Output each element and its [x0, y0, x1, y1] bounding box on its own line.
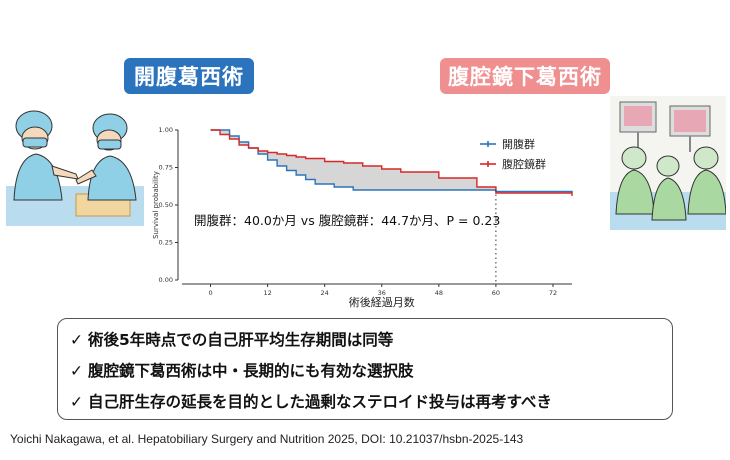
y-tick-label: 0.75: [159, 164, 173, 172]
y-tick-label: 0.00: [159, 276, 173, 284]
laparoscopic-surgery-label: 腹腔鏡下葛西術: [440, 58, 610, 94]
y-ticks-group: 0.00 0.25 0.50 0.75 1.00: [159, 126, 178, 284]
legend-label: 開腹群: [502, 137, 535, 151]
summary-item: ✓ 自己肝生存の延長を目的とした過剰なステロイド投与は再考すべき: [70, 387, 660, 418]
check-icon: ✓: [70, 331, 83, 349]
legend-label: 腹腔鏡群: [502, 157, 546, 171]
x-tick-label: 24: [321, 289, 329, 297]
x-tick-label: 48: [435, 289, 443, 297]
laparoscopic-surgery-illustration: [610, 96, 726, 230]
check-icon: ✓: [70, 393, 83, 411]
survival-curves-group: [210, 129, 573, 196]
y-tick-label: 0.25: [159, 239, 173, 247]
summary-item-text: 自己肝生存の延長を目的とした過剰なステロイド投与は再考すべき: [88, 393, 552, 411]
y-tick-label: 0.50: [159, 201, 173, 209]
x-tick-label: 0: [208, 289, 212, 297]
summary-item-text: 腹腔鏡下葛西術は中・長期的にも有効な選択肢: [88, 362, 414, 380]
open-group-curve: [210, 129, 573, 193]
open-surgery-label: 開腹葛西術: [124, 58, 254, 94]
summary-item: ✓ 腹腔鏡下葛西術は中・長期的にも有効な選択肢: [70, 356, 660, 387]
x-axis-label: 術後経過月数: [349, 295, 415, 309]
confidence-band-group: [210, 130, 572, 196]
summary-item: ✓ 術後5年時点での自己肝平均生存期間は同等: [70, 325, 660, 356]
open-surgery-illustration: [6, 110, 144, 226]
x-tick-label: 72: [549, 289, 557, 297]
summary-box: ✓ 術後5年時点での自己肝平均生存期間は同等 ✓ 腹腔鏡下葛西術は中・長期的にも有効…: [57, 318, 673, 420]
citation: Yoichi Nakagawa, et al. Hepatobiliary Su…: [10, 432, 524, 446]
y-axis-label: Survival probability: [152, 171, 160, 239]
x-tick-label: 12: [263, 289, 271, 297]
x-ticks-group: 0 12 24 36 48 60 72: [208, 284, 557, 297]
lap-group-curve: [210, 129, 573, 196]
difference-band: [210, 130, 572, 196]
y-tick-label: 1.00: [159, 126, 173, 134]
median-survival-stats: 開腹群：40.0か月 vs 腹腔鏡群：44.7か月、P = 0.23: [194, 213, 501, 228]
summary-item-text: 術後5年時点での自己肝平均生存期間は同等: [88, 331, 394, 349]
survival-chart: 0 12 24 36 48 60 72 0.00 0.25 0.50 0.75 1.00 Survi…: [152, 126, 573, 309]
x-tick-label: 36: [378, 289, 386, 297]
check-icon: ✓: [70, 362, 83, 380]
x-tick-label: 60: [492, 289, 500, 297]
axes-group: [177, 130, 572, 285]
